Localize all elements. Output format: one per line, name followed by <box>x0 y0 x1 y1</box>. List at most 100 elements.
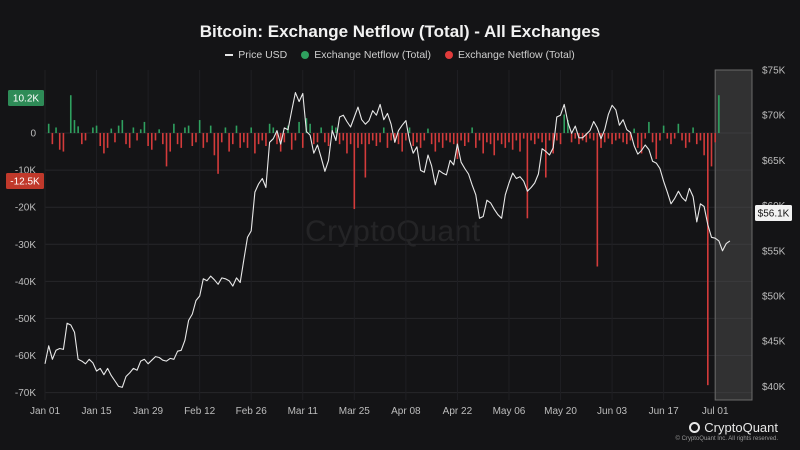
netflow-bar-outflow <box>81 133 83 145</box>
netflow-bar-inflow <box>95 125 98 134</box>
netflow-bar-outflow <box>666 133 669 139</box>
netflow-bar-inflow <box>648 121 650 134</box>
netflow-bar-outflow <box>530 133 532 141</box>
left-axis: 0 -10K -20K -30K -40K -50K -60K -70K <box>15 129 37 400</box>
netflow-bar-outflow <box>195 133 197 143</box>
netflow-bar-outflow <box>327 133 330 147</box>
netflow-bar-outflow <box>607 133 610 139</box>
netflow-bar-outflow <box>338 133 341 145</box>
netflow-bar-inflow <box>173 123 175 134</box>
netflow-bar-outflow <box>346 133 348 154</box>
x-tick-label: Apr 22 <box>443 406 473 417</box>
netflow-bar-inflow <box>110 128 113 134</box>
netflow-bar-outflow <box>416 133 418 143</box>
netflow-bar-outflow <box>154 133 157 141</box>
netflow-bar-outflow <box>165 133 168 167</box>
netflow-bar-outflow <box>684 133 687 148</box>
cryptoquant-logo-icon <box>689 422 701 433</box>
netflow-bar-outflow <box>379 133 381 143</box>
x-tick-label: Mar 11 <box>288 406 319 417</box>
netflow-bar-outflow <box>349 133 352 145</box>
netflow-bar-outflow <box>629 133 632 141</box>
netflow-bar-inflow <box>298 121 300 134</box>
netflow-bar-outflow <box>574 133 577 139</box>
netflow-bar-outflow <box>522 133 525 139</box>
netflow-bar-outflow <box>114 133 116 143</box>
netflow-bar-outflow <box>611 133 613 145</box>
x-tick-label: Jul 01 <box>702 406 729 417</box>
netflow-bar-inflow <box>198 120 201 134</box>
netflow-bar-outflow <box>596 133 599 267</box>
legend-item-netflow-positive[interactable]: Exchange Netflow (Total) <box>301 49 431 61</box>
netflow-bar-outflow <box>544 133 547 178</box>
netflow-bar-inflow <box>427 128 429 134</box>
netflow-bar-outflow <box>511 133 514 150</box>
netflow-bar-inflow <box>132 127 135 134</box>
netflow-bar-outflow <box>261 133 264 141</box>
netflow-bar-inflow <box>692 127 694 134</box>
right-tick-label: $75K <box>762 66 786 77</box>
netflow-bar-outflow <box>313 133 315 145</box>
netflow-bar-outflow <box>533 133 536 145</box>
left-tick-label: -30K <box>15 240 36 251</box>
netflow-bar-outflow <box>191 133 194 147</box>
max-inflow-badge: 10.2K <box>8 90 44 106</box>
netflow-bar-outflow <box>360 133 363 145</box>
chart-title: Bitcoin: Exchange Netflow (Total) - All … <box>199 22 601 41</box>
netflow-bar-inflow <box>158 129 160 134</box>
netflow-bar-outflow <box>103 133 105 154</box>
legend-label-netflow-negative: Exchange Netflow (Total) <box>458 49 575 61</box>
netflow-bar-outflow <box>600 133 602 148</box>
netflow-bar-outflow <box>357 133 359 148</box>
netflow-bar-outflow <box>559 133 562 145</box>
left-tick-label: -20K <box>15 203 36 214</box>
left-tick-label: -10K <box>15 166 36 177</box>
netflow-bar-outflow <box>489 133 492 145</box>
netflow-bar-inflow <box>309 123 311 134</box>
netflow-bar-outflow <box>614 133 617 141</box>
netflow-bar-outflow <box>257 133 260 145</box>
legend-item-price[interactable]: Price USD <box>225 49 287 61</box>
netflow-bar-outflow <box>710 133 713 167</box>
netflow-bar-outflow <box>714 133 716 143</box>
right-tick-label: $65K <box>762 156 786 167</box>
netflow-bar-outflow <box>405 133 407 141</box>
x-tick-label: May 06 <box>493 406 526 417</box>
netflow-bar-outflow <box>301 133 304 148</box>
netflow-bar-outflow <box>51 133 54 145</box>
netflow-bar-outflow <box>603 133 606 143</box>
legend-item-netflow-negative[interactable]: Exchange Netflow (Total) <box>445 49 575 61</box>
netflow-bar-inflow <box>335 127 337 134</box>
watermark: CryptoQuant <box>305 215 481 248</box>
netflow-bar-inflow <box>331 125 334 134</box>
x-tick-label: Mar 25 <box>339 406 371 417</box>
max-outflow-badge: -12.5K <box>6 173 44 189</box>
netflow-bar-inflow <box>209 125 212 134</box>
netflow-bar-outflow <box>519 133 521 152</box>
netflow-bar-inflow <box>139 129 142 134</box>
netflow-bar-outflow <box>180 133 183 148</box>
netflow-bar-outflow <box>452 133 455 145</box>
netflow-bar-outflow <box>463 133 466 147</box>
netflow-bar-outflow <box>202 133 205 148</box>
netflow-bar-outflow <box>84 133 87 141</box>
netflow-bar-outflow <box>58 133 61 150</box>
grid-lines <box>44 70 752 400</box>
netflow-bar-outflow <box>316 133 319 143</box>
netflow-bar-outflow <box>467 133 470 143</box>
netflow-bar-outflow <box>375 133 378 147</box>
netflow-bar-outflow <box>541 133 543 143</box>
chart-legend: Price USD Exchange Netflow (Total) Excha… <box>0 49 800 61</box>
netflow-bar-inflow <box>77 126 79 134</box>
netflow-bar-outflow <box>162 133 164 145</box>
netflow-bar-outflow <box>707 133 709 386</box>
netflow-bar-outflow <box>703 133 705 156</box>
netflow-bar-outflow <box>136 133 138 141</box>
netflow-bar-inflow <box>47 123 50 134</box>
netflow-bar-outflow <box>581 133 584 141</box>
highlight-region <box>714 69 753 401</box>
netflow-bar-outflow <box>254 133 256 154</box>
netflow-bar-outflow <box>246 133 249 148</box>
x-tick-label: Jan 15 <box>82 406 112 417</box>
